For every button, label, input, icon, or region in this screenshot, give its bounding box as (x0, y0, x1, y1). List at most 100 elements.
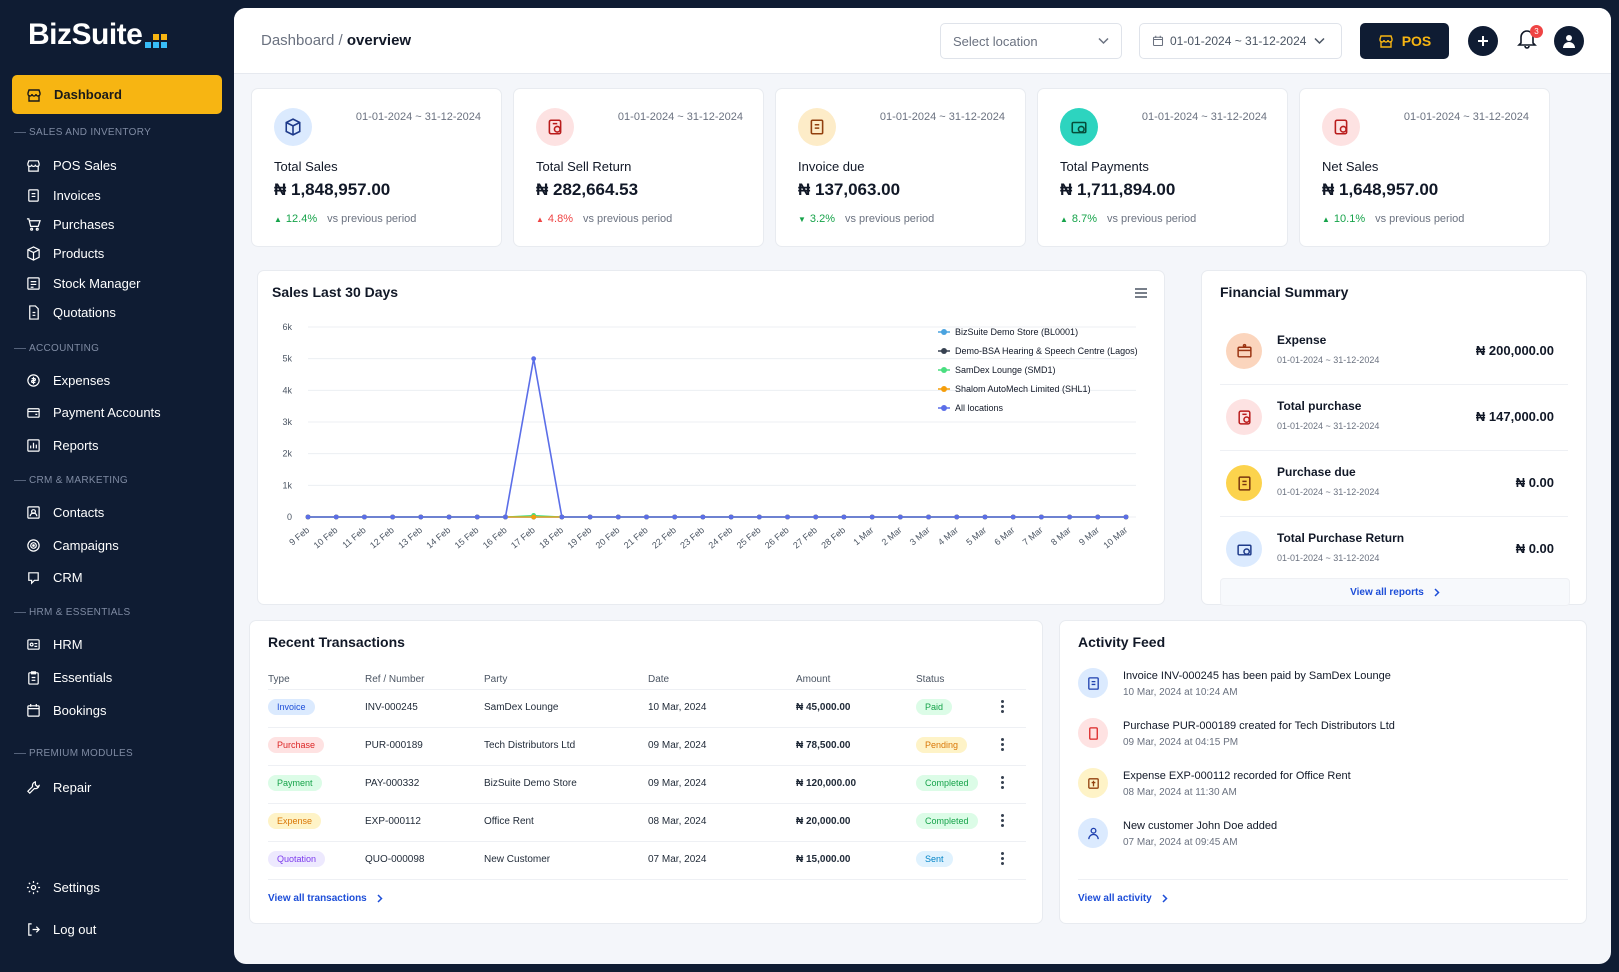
sidebar-item-purchases[interactable]: Purchases (26, 213, 114, 235)
view-all-activity-link[interactable]: View all activity (1078, 893, 1168, 904)
financial-icon-wrap (1226, 333, 1262, 369)
logout-icon (28, 922, 40, 936)
financial-range: 01-01-2024 ~ 31-12-2024 (1277, 487, 1380, 497)
table-row[interactable]: Quotation QUO-000098 New Customer 07 Mar… (268, 841, 1026, 878)
activity-item[interactable]: Purchase PUR-000189 created for Tech Dis… (1078, 716, 1518, 761)
activity-item[interactable]: Expense EXP-000112 recorded for Office R… (1078, 766, 1518, 811)
x-tick-label: 23 Feb (678, 525, 706, 551)
trend-arrow-icon: ▼ (798, 214, 806, 224)
x-tick-label: 10 Mar (1101, 525, 1129, 551)
more-options-icon[interactable] (1001, 738, 1005, 753)
party: Office Rent (484, 816, 534, 827)
table-row[interactable]: Invoice INV-000245 SamDex Lounge 10 Mar,… (268, 689, 1026, 726)
view-all-transactions-link[interactable]: View all transactions (268, 893, 383, 904)
data-point (615, 514, 621, 520)
cart-icon (26, 217, 41, 231)
stat-change: ▲ 4.8% vs previous period (536, 213, 672, 225)
sidebar-item-essentials[interactable]: Essentials (26, 666, 112, 688)
breadcrumb-root[interactable]: Dashboard / (261, 32, 343, 49)
stat-date-range: 01-01-2024 ~ 31-12-2024 (879, 111, 1005, 123)
sidebar-item-crm[interactable]: CRM (26, 566, 83, 588)
sidebar-item-settings[interactable]: Settings (26, 876, 100, 898)
data-point (305, 514, 311, 520)
party: BizSuite Demo Store (484, 778, 577, 789)
crm-icon (28, 571, 39, 585)
date-range-picker[interactable]: 01-01-2024 ~ 31-12-2024 (1139, 23, 1342, 59)
sidebar-item-payment-accounts[interactable]: Payment Accounts (26, 401, 161, 423)
sidebar-item-reports[interactable]: Reports (26, 434, 99, 456)
sidebar-item-label: Stock Manager (53, 275, 141, 291)
financial-icon-wrap (1226, 399, 1262, 435)
sidebar-item-dashboard[interactable]: Dashboard (12, 75, 222, 114)
x-tick-label: 7 Mar (1021, 525, 1045, 547)
view-all-reports-link[interactable]: View all reports (1220, 578, 1570, 606)
table-row[interactable]: Purchase PUR-000189 Tech Distributors Lt… (268, 727, 1026, 764)
table-header: Amount (796, 674, 831, 685)
sidebar-item-repair[interactable]: Repair (26, 776, 91, 798)
stat-card[interactable]: 01-01-2024 ~ 31-12-2024 Total Sales ₦ 1,… (251, 88, 502, 247)
sidebar-item-bookings[interactable]: Bookings (26, 699, 106, 721)
x-tick-label: 25 Feb (735, 525, 763, 551)
location-select[interactable]: Select location (940, 23, 1122, 59)
pos-button[interactable]: POS (1360, 23, 1449, 59)
status-badge: Pending (916, 737, 968, 753)
activity-text: Purchase PUR-000189 created for Tech Dis… (1123, 720, 1395, 732)
sidebar-item-invoices[interactable]: Invoices (26, 184, 101, 206)
more-options-icon[interactable] (1001, 700, 1005, 715)
stat-value: ₦ 1,711,894.00 (1060, 180, 1176, 199)
activity-feed-title: Activity Feed (1078, 634, 1166, 650)
menu-icon[interactable] (1134, 287, 1148, 299)
legend-label: SamDex Lounge (SMD1) (955, 365, 1056, 375)
sidebar-item-logout[interactable]: Log out (26, 918, 96, 940)
more-options-icon[interactable] (1001, 776, 1005, 791)
stat-card[interactable]: 01-01-2024 ~ 31-12-2024 Net Sales ₦ 1,64… (1299, 88, 1550, 247)
stat-card[interactable]: 01-01-2024 ~ 31-12-2024 Total Payments ₦… (1037, 88, 1288, 247)
financial-value: ₦ 147,000.00 (1475, 409, 1554, 424)
box-icon (285, 118, 301, 136)
activity-time: 08 Mar, 2024 at 11:30 AM (1123, 787, 1237, 798)
sidebar-item-contacts[interactable]: Contacts (26, 501, 104, 523)
x-tick-label: 12 Feb (368, 525, 396, 551)
add-button[interactable] (1468, 26, 1498, 56)
more-options-icon[interactable] (1001, 852, 1005, 867)
y-tick-label: 6k (282, 322, 292, 332)
quotation-icon (29, 304, 39, 320)
financial-icon-wrap (1226, 465, 1262, 501)
notifications-button[interactable]: 3 (1516, 25, 1544, 55)
store-icon (27, 88, 41, 102)
stat-change-caption: vs previous period (1107, 213, 1197, 225)
calendar-icon (1152, 35, 1164, 47)
chevron-right-icon (1162, 894, 1168, 903)
user-avatar[interactable] (1554, 26, 1584, 56)
x-tick-label: 22 Feb (650, 525, 678, 551)
table-row[interactable]: Expense EXP-000112 Office Rent 08 Mar, 2… (268, 803, 1026, 840)
sidebar-item-pos-sales[interactable]: POS Sales (26, 154, 117, 176)
sidebar-item-stock-manager[interactable]: Stock Manager (26, 272, 140, 294)
invoice-icon (1237, 475, 1251, 491)
more-options-icon[interactable] (1001, 814, 1005, 829)
sidebar-item-expenses[interactable]: Expenses (26, 369, 110, 391)
type-badge: Purchase (268, 737, 325, 753)
table-row[interactable]: Payment PAY-000332 BizSuite Demo Store 0… (268, 765, 1026, 802)
stat-card[interactable]: 01-01-2024 ~ 31-12-2024 Total Sell Retur… (513, 88, 764, 247)
date: 08 Mar, 2024 (648, 816, 707, 827)
data-point (531, 514, 537, 520)
stat-change-value: 10.1% (1333, 213, 1366, 225)
sidebar-item-label: HRM (53, 636, 83, 652)
activity-time: 07 Mar, 2024 at 09:45 AM (1123, 837, 1238, 848)
stat-label: Total Sell Return (536, 159, 632, 174)
clipboard-icon (28, 670, 39, 685)
legend-label: All locations (955, 403, 1004, 413)
data-point (531, 356, 537, 362)
sidebar-item-campaigns[interactable]: Campaigns (26, 534, 119, 556)
data-point (897, 514, 903, 520)
activity-item[interactable]: New customer John Doe added 07 Mar, 2024… (1078, 816, 1518, 861)
logo[interactable]: BizSuite (28, 18, 168, 52)
sidebar-item-products[interactable]: Products (26, 242, 104, 264)
activity-item[interactable]: Invoice INV-000245 has been paid by SamD… (1078, 666, 1518, 711)
stat-card[interactable]: 01-01-2024 ~ 31-12-2024 Invoice due ₦ 13… (775, 88, 1026, 247)
sidebar-item-quotations[interactable]: Quotations (26, 301, 116, 323)
sidebar-item-hrm[interactable]: HRM (26, 633, 83, 655)
id-card-icon (27, 638, 40, 650)
data-point (756, 514, 762, 520)
